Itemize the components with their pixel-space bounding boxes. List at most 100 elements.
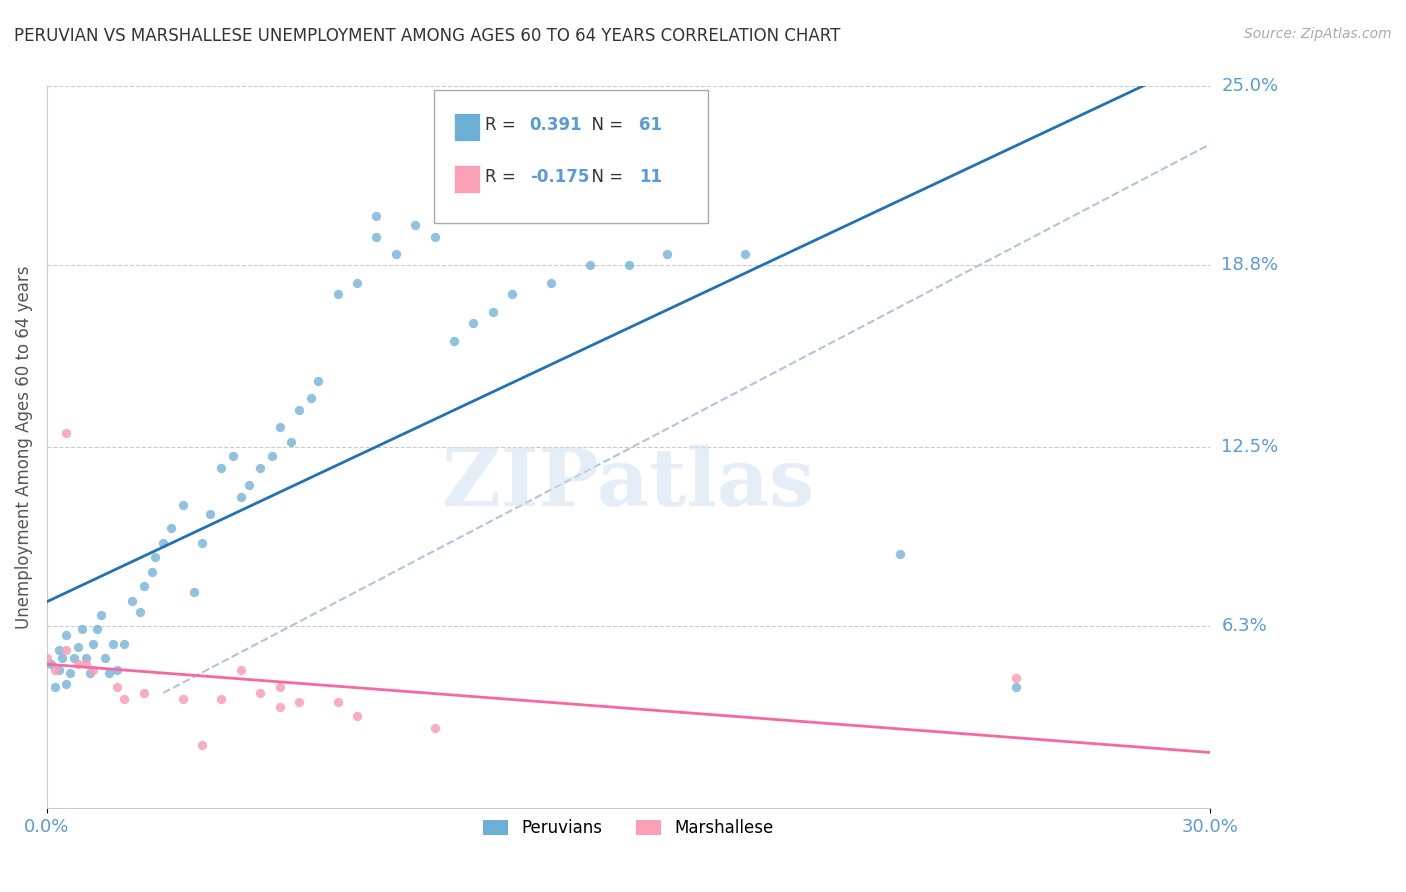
Point xyxy=(105,663,128,677)
Point xyxy=(307,374,329,388)
Text: 18.8%: 18.8% xyxy=(1222,257,1278,275)
Point xyxy=(423,229,446,244)
Point xyxy=(55,677,77,691)
Point xyxy=(172,498,194,512)
Point xyxy=(326,695,349,709)
Point xyxy=(82,637,104,651)
Point xyxy=(86,623,108,637)
FancyBboxPatch shape xyxy=(454,165,479,193)
Point xyxy=(63,651,86,665)
Point xyxy=(160,521,183,535)
Point xyxy=(132,579,155,593)
Point xyxy=(209,460,232,475)
Point xyxy=(191,535,214,549)
Point xyxy=(288,403,311,417)
Point xyxy=(66,657,89,671)
Point xyxy=(82,663,104,677)
Point xyxy=(129,605,152,619)
Point xyxy=(79,665,101,680)
Point xyxy=(44,680,66,694)
Point xyxy=(51,651,73,665)
Text: Source: ZipAtlas.com: Source: ZipAtlas.com xyxy=(1244,27,1392,41)
Point xyxy=(1005,672,1028,686)
Point xyxy=(578,259,600,273)
Text: 25.0%: 25.0% xyxy=(1222,78,1278,95)
Point xyxy=(288,695,311,709)
FancyBboxPatch shape xyxy=(434,90,707,223)
Text: ZIPatlas: ZIPatlas xyxy=(443,444,814,523)
Point xyxy=(97,665,120,680)
Point xyxy=(269,680,291,694)
Point xyxy=(501,287,523,301)
Point xyxy=(657,247,679,261)
Point xyxy=(482,304,505,318)
Point xyxy=(269,700,291,714)
Point xyxy=(172,691,194,706)
Point xyxy=(249,686,271,700)
Point xyxy=(299,392,322,406)
Point xyxy=(121,593,143,607)
Point xyxy=(48,663,70,677)
Point xyxy=(734,247,756,261)
Point xyxy=(141,565,163,579)
Text: 61: 61 xyxy=(638,117,662,135)
Point xyxy=(90,607,112,622)
Point xyxy=(183,585,205,599)
Point xyxy=(35,651,58,665)
Point xyxy=(222,449,245,463)
Point xyxy=(1005,680,1028,694)
Point xyxy=(75,651,97,665)
Text: N =: N = xyxy=(581,117,628,135)
Point xyxy=(101,637,124,651)
Point xyxy=(132,686,155,700)
Text: 12.5%: 12.5% xyxy=(1222,439,1278,457)
Point xyxy=(114,637,136,651)
Point xyxy=(44,663,66,677)
Point xyxy=(55,425,77,440)
Point xyxy=(209,691,232,706)
Point xyxy=(66,640,89,654)
Point xyxy=(423,721,446,735)
Point xyxy=(269,420,291,434)
Text: 6.3%: 6.3% xyxy=(1222,617,1267,635)
Point xyxy=(540,276,562,290)
Point xyxy=(617,259,640,273)
Point xyxy=(346,709,368,723)
Text: R =: R = xyxy=(485,117,522,135)
Point xyxy=(366,229,388,244)
Point xyxy=(346,276,368,290)
Point xyxy=(385,247,408,261)
Point xyxy=(59,665,82,680)
Text: -0.175: -0.175 xyxy=(530,169,589,186)
Text: 0.391: 0.391 xyxy=(530,117,582,135)
Text: 11: 11 xyxy=(638,169,662,186)
Point xyxy=(229,663,252,677)
Point xyxy=(198,507,221,521)
Point xyxy=(70,623,93,637)
Point xyxy=(94,651,117,665)
Point xyxy=(280,434,302,449)
Point xyxy=(75,657,97,671)
FancyBboxPatch shape xyxy=(454,113,479,141)
Point xyxy=(105,680,128,694)
Point xyxy=(326,287,349,301)
Point xyxy=(114,691,136,706)
Y-axis label: Unemployment Among Ages 60 to 64 years: Unemployment Among Ages 60 to 64 years xyxy=(15,266,32,629)
Point xyxy=(889,547,911,561)
Point xyxy=(39,657,62,671)
Point xyxy=(238,478,260,492)
Point xyxy=(55,642,77,657)
Point xyxy=(48,642,70,657)
Point xyxy=(55,628,77,642)
Point xyxy=(191,738,214,752)
Point xyxy=(463,316,485,330)
Point xyxy=(443,334,465,348)
Text: R =: R = xyxy=(485,169,522,186)
Legend: Peruvians, Marshallese: Peruvians, Marshallese xyxy=(477,812,780,844)
Text: PERUVIAN VS MARSHALLESE UNEMPLOYMENT AMONG AGES 60 TO 64 YEARS CORRELATION CHART: PERUVIAN VS MARSHALLESE UNEMPLOYMENT AMO… xyxy=(14,27,841,45)
Point xyxy=(152,535,174,549)
Text: N =: N = xyxy=(581,169,628,186)
Point xyxy=(404,218,426,232)
Point xyxy=(260,449,283,463)
Point xyxy=(229,490,252,504)
